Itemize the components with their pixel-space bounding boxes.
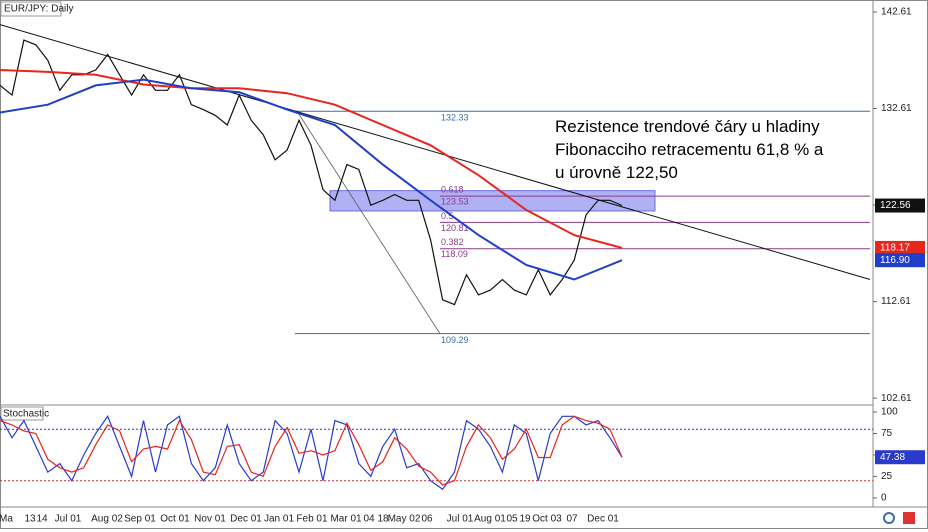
x-tick-label: 13 [24,514,36,525]
series-line [0,69,623,249]
x-tick-label: Jan 01 [264,514,294,525]
y-tick-label: 142.61 [881,7,912,18]
x-tick-label: 19 [519,514,531,525]
fib-ratio: 0.382 [441,237,464,247]
x-tick-label: Sep 01 [124,514,156,525]
y-tick-label: 112.61 [881,296,911,307]
annotation-line: u úrovně 122,50 [555,163,678,182]
x-tick-label: Aug 02 [91,514,123,525]
fib-value: 120.81 [441,223,469,233]
x-tick-label: Mar 01 [330,514,362,525]
x-tick-label: Jul 01 [447,514,474,525]
series-line [0,39,623,306]
trendline [0,24,871,280]
x-tick-label: 05 [506,514,518,525]
x-tick-label: 07 [566,514,578,525]
series-line [0,415,623,491]
close-icon[interactable] [903,512,915,524]
x-tick-label: Oct 03 [532,514,562,525]
fib-value: 123.53 [441,197,469,207]
level-label: 132.33 [441,113,469,123]
price-tag [875,198,925,213]
indicator-title: Stochastic [3,409,49,420]
x-tick-label: 06 [421,514,433,525]
x-tick-label: Feb 01 [296,514,328,525]
x-tick-label: Ma [0,514,13,525]
series-line [0,415,623,486]
level-label: 109.29 [441,335,469,345]
price-tag-label: 122.56 [880,200,911,211]
series-line [0,78,623,281]
y-tick-label: 132.61 [881,103,912,114]
x-tick-label: 18 [377,514,389,525]
y-tick-label: 25 [881,471,893,482]
price-tag-label: 116.90 [880,255,910,266]
x-tick-label: Dec 01 [587,514,619,525]
annotation-line: Fibonacciho retracementu 61,8 % a [555,140,824,159]
price-tag [875,240,925,255]
fib-value: 118.09 [441,249,468,259]
sync-icon[interactable] [883,512,895,524]
annotation-line: Rezistence trendové čáry u hladiny [555,117,820,136]
x-tick-label: Jul 01 [55,514,82,525]
y-tick-label: 75 [881,428,893,439]
price-tag [875,450,925,465]
y-tick-label: 100 [881,407,898,418]
toolbar-icons[interactable] [883,512,915,524]
chart-title: EUR/JPY: Daily [4,4,73,15]
x-tick-label: 14 [36,514,48,525]
price-tag [875,253,925,268]
x-tick-label: May 02 [388,514,421,525]
x-tick-label: 04 [363,514,375,525]
x-tick-label: Dec 01 [230,514,262,525]
price-tag-label: 47.38 [880,452,905,463]
fib-ratio: 0.5 [441,211,454,221]
title-box [0,1,62,17]
x-tick-label: Aug 01 [474,514,506,525]
x-tick-label: Nov 01 [194,514,226,525]
price-tag-label: 118.17 [880,243,910,254]
y-tick-label: 0 [881,493,887,504]
y-tick-label: 102.61 [881,393,912,404]
fib-diagonal [296,111,441,334]
indicator-title-box [0,406,44,421]
fib-ratio: 0.618 [441,185,464,195]
x-tick-label: Oct 01 [160,514,190,525]
